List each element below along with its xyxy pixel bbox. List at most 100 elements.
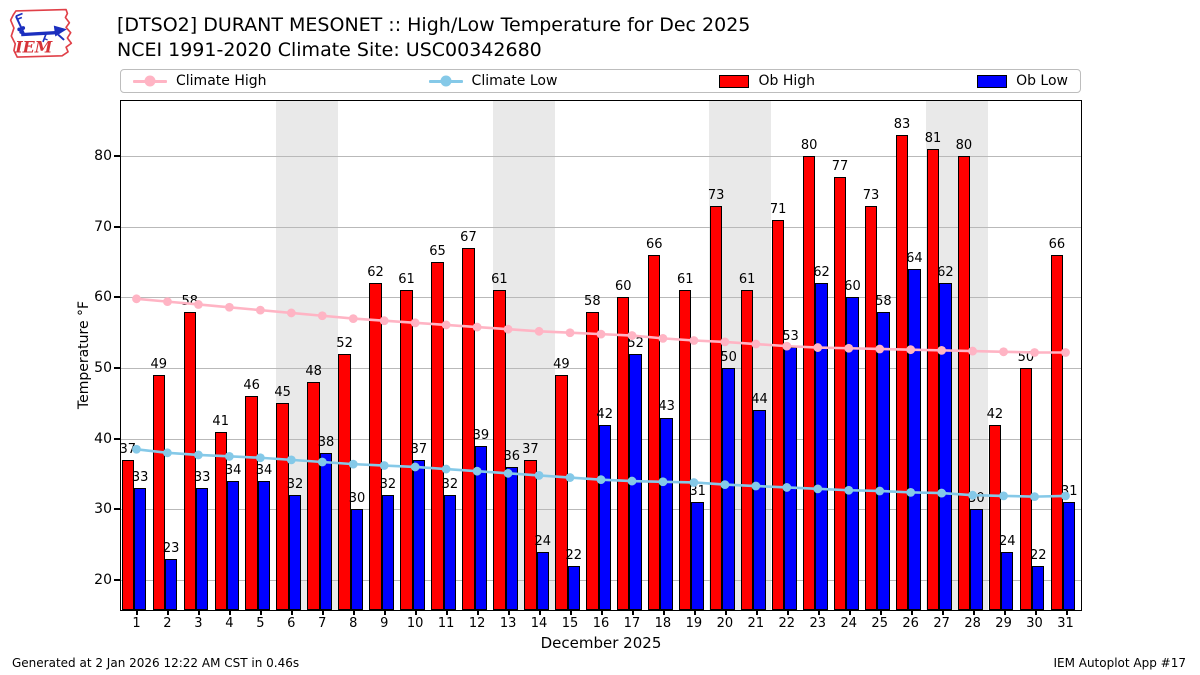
ob-high-bar bbox=[338, 353, 351, 610]
ob-low-bar-value-label: 64 bbox=[906, 251, 923, 267]
ob-low-bar-value-label: 62 bbox=[937, 265, 954, 281]
ob-low-bar-value-label: 62 bbox=[813, 265, 830, 281]
ob-low-bar-value-label: 32 bbox=[286, 477, 304, 493]
ob-low-bar-value-label: 24 bbox=[534, 533, 552, 549]
climate-lines bbox=[132, 294, 1070, 502]
legend-label: Ob Low bbox=[1016, 73, 1068, 89]
ob-high-bar-value-label: 52 bbox=[336, 335, 353, 351]
x-tick-label: 26 bbox=[902, 616, 919, 631]
x-tick-label: 11 bbox=[437, 616, 455, 631]
ob-high-bar-value-label: 62 bbox=[367, 265, 384, 281]
x-tick-mark bbox=[136, 611, 139, 615]
ob-high-bar-value-label: 48 bbox=[305, 364, 322, 380]
x-tick-mark bbox=[941, 611, 944, 615]
y-tick-label: 50 bbox=[94, 360, 112, 377]
ob-high-bar bbox=[555, 375, 568, 610]
y-tick-mark bbox=[114, 225, 120, 228]
ob-high-bar-value-label: 67 bbox=[460, 229, 477, 245]
y-axis-label: Temperature °F bbox=[76, 300, 92, 410]
x-tick-label: 17 bbox=[623, 616, 641, 631]
x-tick-label: 18 bbox=[654, 616, 672, 631]
logo-text: IEM bbox=[14, 37, 52, 56]
x-tick-mark bbox=[539, 611, 542, 615]
ob-high-bar-value-label: 66 bbox=[1048, 237, 1066, 252]
y-tick-mark bbox=[114, 508, 120, 511]
y-tick-label: 60 bbox=[94, 289, 112, 306]
ob-low-bar bbox=[1032, 565, 1045, 610]
ob-low-bar-value-label: 43 bbox=[658, 399, 675, 415]
x-tick-label: 24 bbox=[840, 616, 858, 631]
ob-high-bar-value-label: 73 bbox=[707, 187, 725, 203]
legend-label: Climate Low bbox=[471, 73, 558, 89]
ob-low-bar-value-label: 44 bbox=[751, 392, 768, 408]
ob-low-bar bbox=[536, 551, 549, 610]
legend-patch-icon bbox=[719, 74, 750, 88]
legend-patch-icon bbox=[977, 74, 1008, 88]
ob-high-bar bbox=[864, 205, 878, 610]
ob-low-bar-value-label: 39 bbox=[472, 427, 490, 443]
ob-high-bar bbox=[276, 403, 289, 610]
x-tick-label: 15 bbox=[561, 616, 579, 631]
ob-high-bar-value-label: 61 bbox=[676, 272, 694, 288]
ob-high-bar-value-label: 77 bbox=[831, 159, 849, 175]
ob-low-bar bbox=[474, 445, 488, 610]
y-tick-label: 30 bbox=[94, 501, 112, 518]
ob-high-bar-value-label: 83 bbox=[893, 116, 911, 132]
ob-high-bar-value-label: 58 bbox=[584, 293, 601, 309]
ob-low-bar-value-label: 23 bbox=[162, 540, 180, 556]
page-subtitle: NCEI 1991-2020 Climate Site: USC00342680 bbox=[117, 39, 542, 61]
iem-logo: IEM bbox=[9, 8, 73, 58]
ob-high-bar bbox=[802, 156, 816, 610]
x-tick-label: 8 bbox=[349, 616, 358, 631]
legend-line-marker-icon bbox=[133, 75, 167, 87]
legend-item-climate-high: Climate High bbox=[133, 73, 267, 89]
x-axis-label: December 2025 bbox=[540, 634, 662, 652]
ob-low-bar-value-label: 42 bbox=[596, 406, 613, 422]
ob-low-bar-value-label: 60 bbox=[844, 279, 861, 295]
gridline bbox=[121, 156, 1081, 158]
ob-low-bar bbox=[753, 410, 766, 610]
x-tick-label: 19 bbox=[685, 616, 703, 631]
y-tick-label: 80 bbox=[94, 148, 112, 165]
x-tick-mark bbox=[415, 611, 418, 615]
ob-low-bar bbox=[970, 509, 983, 610]
x-tick-mark bbox=[477, 611, 480, 615]
x-tick-label: 12 bbox=[468, 616, 486, 631]
x-tick-mark bbox=[693, 611, 696, 615]
ob-low-bar-value-label: 32 bbox=[441, 477, 459, 493]
ob-low-bar bbox=[226, 481, 240, 610]
ob-high-bar-value-label: 37 bbox=[522, 441, 539, 457]
x-tick-label: 21 bbox=[747, 616, 765, 631]
x-tick-label: 22 bbox=[778, 616, 796, 631]
legend-marker-dot-icon bbox=[144, 75, 156, 87]
x-tick-label: 13 bbox=[499, 616, 517, 631]
ob-high-bar bbox=[307, 382, 320, 610]
x-tick-label: 29 bbox=[995, 616, 1012, 631]
y-tick-mark bbox=[114, 155, 120, 158]
ob-low-bar-value-label: 31 bbox=[689, 484, 706, 500]
ob-high-bar-value-label: 66 bbox=[645, 237, 663, 252]
ob-high-bar bbox=[988, 424, 1002, 610]
x-tick-label: 14 bbox=[530, 616, 548, 631]
ob-low-bar bbox=[1063, 502, 1076, 610]
x-tick-label: 20 bbox=[716, 616, 734, 631]
x-tick-mark bbox=[508, 611, 511, 615]
x-tick-label: 30 bbox=[1026, 616, 1043, 631]
ob-high-bar-value-label: 41 bbox=[212, 413, 229, 429]
ob-high-bar-value-label: 49 bbox=[150, 357, 168, 373]
ob-high-bar-value-label: 61 bbox=[491, 272, 508, 288]
ob-low-bar bbox=[257, 481, 271, 610]
legend-item-climate-low: Climate Low bbox=[428, 73, 558, 89]
x-tick-mark bbox=[229, 611, 232, 615]
ob-low-bar-value-label: 33 bbox=[131, 470, 149, 486]
ob-low-bar-value-label: 36 bbox=[503, 448, 521, 464]
ob-high-bar bbox=[586, 311, 599, 610]
x-tick-mark bbox=[1034, 611, 1037, 615]
x-tick-mark bbox=[167, 611, 170, 615]
x-tick-mark bbox=[848, 611, 851, 615]
ob-high-bar bbox=[1019, 368, 1033, 610]
y-tick-mark bbox=[114, 367, 120, 370]
ob-high-bar bbox=[957, 156, 971, 610]
x-tick-label: 3 bbox=[194, 616, 203, 631]
ob-low-bar bbox=[567, 565, 580, 610]
